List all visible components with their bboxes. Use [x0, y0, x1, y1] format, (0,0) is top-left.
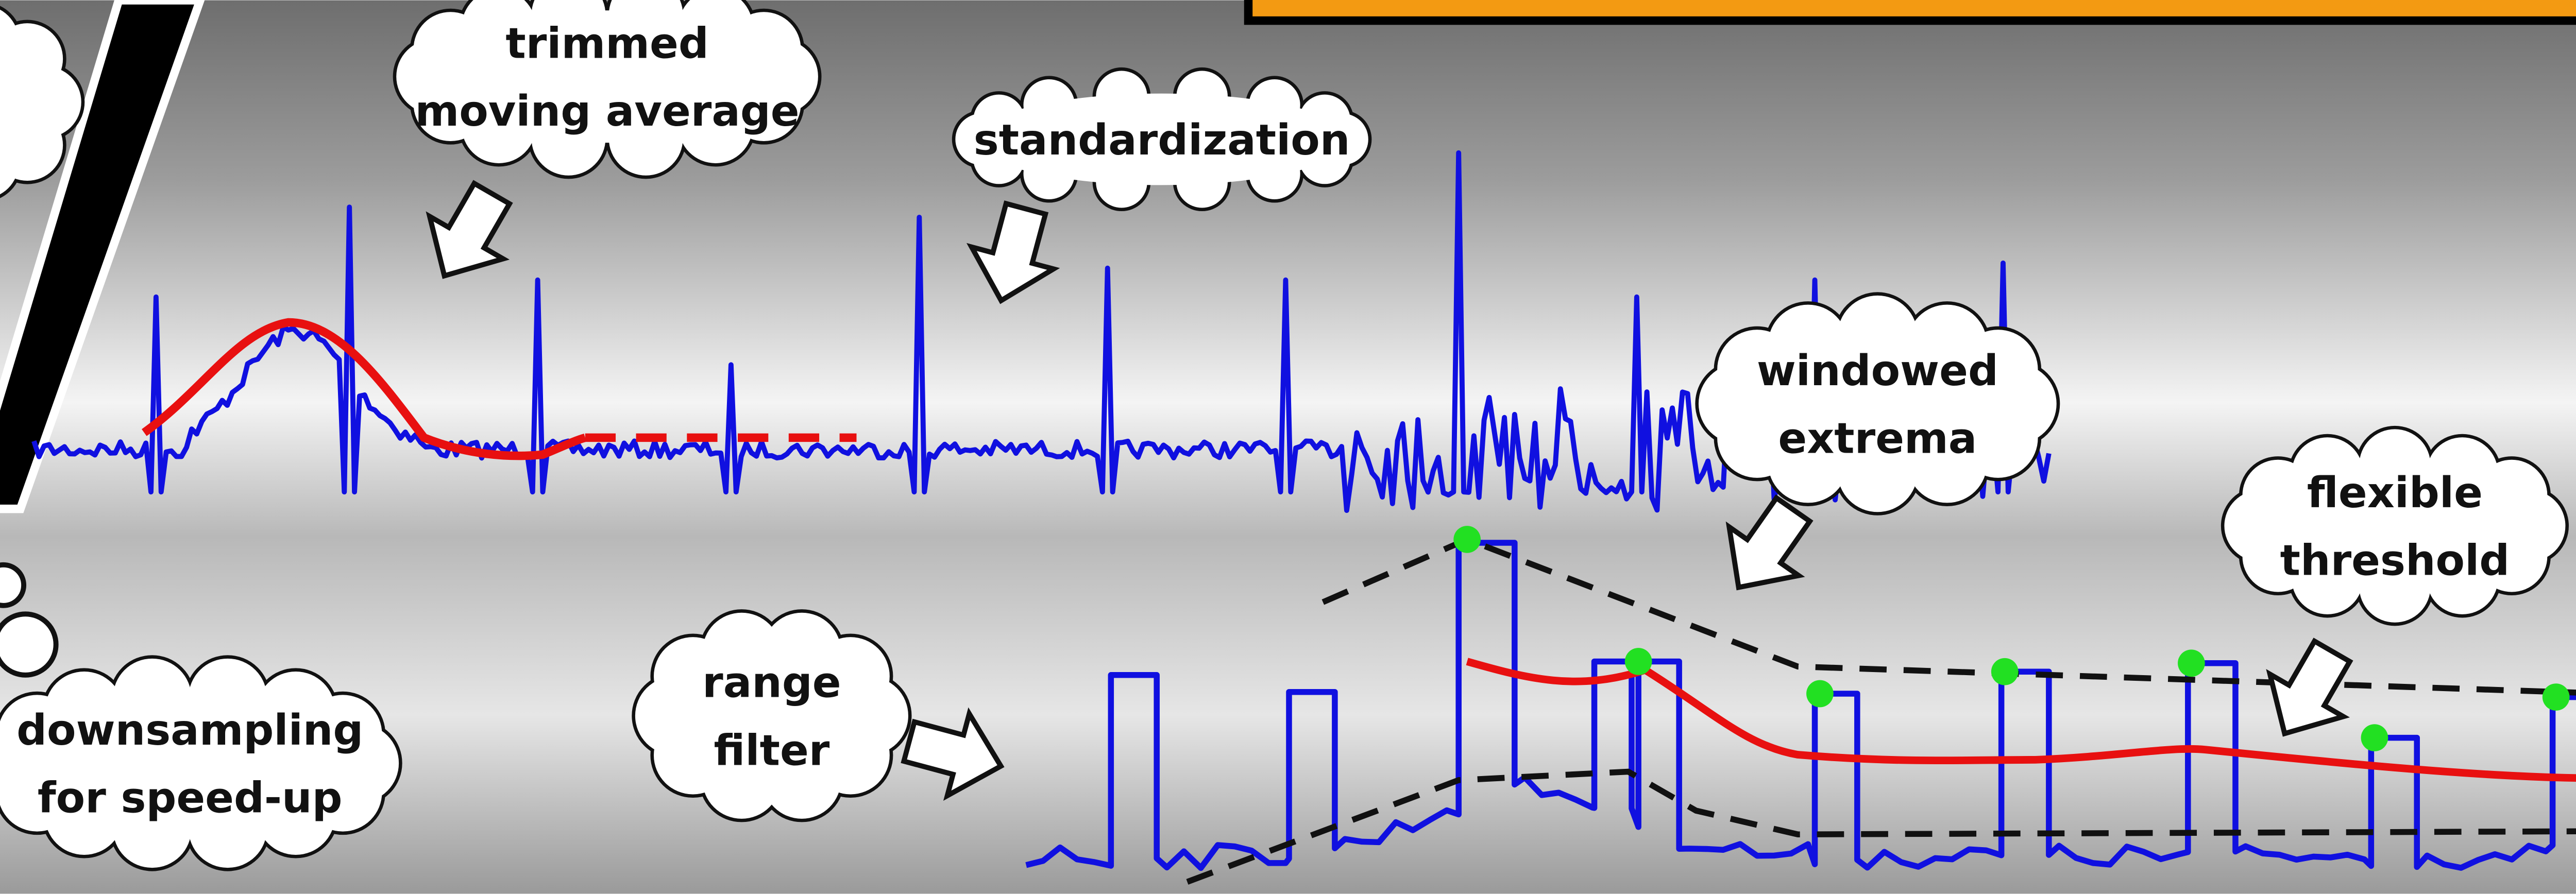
callout-line: windowed	[1757, 347, 1998, 396]
cloud-body	[427, 10, 788, 143]
upper-envelope	[1321, 536, 2576, 696]
cloud	[0, 655, 402, 871]
cloud	[1695, 292, 2060, 515]
callout-text: windowed extrema	[1757, 347, 1998, 463]
cloud-body	[2255, 462, 2535, 590]
cloud-body	[1733, 332, 2022, 475]
cloud	[2221, 425, 2569, 626]
cloud-body	[14, 693, 366, 833]
extremum-dot	[1453, 526, 1481, 553]
callout-line: range	[702, 659, 841, 708]
cloud	[0, 6, 85, 198]
arrow	[2266, 638, 2353, 737]
lower-envelope	[1186, 768, 2576, 885]
raw-signal	[31, 150, 2052, 513]
banner-box	[1244, 0, 2576, 25]
arrow	[966, 200, 1060, 304]
cloud-body	[671, 645, 873, 786]
divider-stripe	[0, 0, 205, 513]
extremum-dot	[2178, 649, 2205, 677]
callout-text: range filter	[702, 659, 841, 776]
extremum-dot	[2361, 724, 2388, 751]
cloud	[632, 609, 912, 822]
callouts: trimmed moving average standardization wind…	[0, 0, 2569, 871]
cloud	[393, 0, 822, 179]
callout-line: threshold	[2280, 537, 2510, 586]
filtered-signal	[1025, 540, 2576, 871]
callout-line: downsampling	[16, 706, 363, 755]
callout-line: flexible	[2307, 469, 2483, 518]
cloud	[952, 67, 1372, 212]
callout-text: flexible threshold	[2280, 469, 2510, 586]
extremum-dot	[1991, 658, 2019, 685]
bubble	[0, 611, 59, 678]
callout-line: standardization	[974, 116, 1350, 165]
arrow	[901, 707, 1005, 801]
callout-line: trimmed	[505, 19, 708, 68]
callout-line: moving average	[415, 87, 799, 136]
cloud-body	[974, 93, 1349, 185]
arrow	[426, 180, 513, 279]
arrow	[1725, 494, 1814, 591]
callout-text: standardization	[974, 116, 1350, 165]
callout-text: downsampling for speed-up	[16, 706, 363, 823]
bubble	[0, 562, 27, 608]
cloud-body	[0, 40, 48, 164]
extremum-dot	[1624, 648, 1652, 675]
signals	[31, 150, 2576, 885]
callout-line: for speed-up	[38, 773, 343, 822]
callout-text: trimmed moving average	[415, 19, 799, 136]
callout-line: extrema	[1778, 415, 1977, 463]
moving-average	[142, 318, 587, 460]
extremum-dot	[1806, 680, 1834, 708]
extremum-dot	[2542, 683, 2570, 711]
callout-line: filter	[714, 726, 829, 775]
